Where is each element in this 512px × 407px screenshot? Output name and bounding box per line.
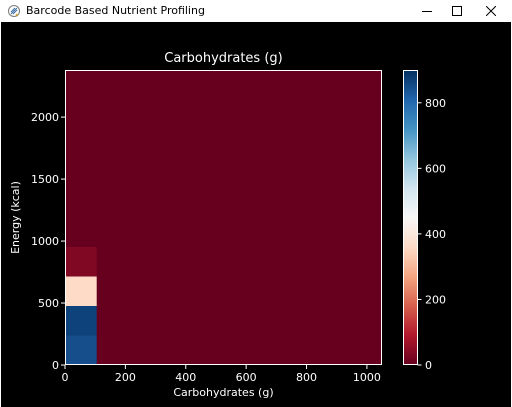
axis-ticks: 0 200 400 600 800 1000 0 500 1000 1500 2000	[31, 111, 381, 384]
maximize-button[interactable]	[440, 0, 474, 22]
x-tick-label: 200	[115, 371, 136, 384]
y-tick-label: 0	[52, 359, 59, 372]
x-tick-label: 600	[236, 371, 257, 384]
colorbar	[403, 70, 418, 365]
plot-frame	[65, 70, 382, 365]
colorbar-ticks: 0 200 400 600 800	[417, 97, 446, 372]
y-tick-label: 500	[38, 297, 59, 310]
title-bar: Barcode Based Nutrient Profiling	[0, 0, 512, 22]
close-button[interactable]	[474, 0, 508, 22]
x-tick-label: 400	[175, 371, 196, 384]
colorbar-tick-label: 600	[425, 162, 446, 175]
colorbar-tick-label: 800	[425, 97, 446, 110]
close-icon	[486, 6, 496, 16]
colorbar-tick-label: 200	[425, 293, 446, 306]
minimize-icon	[422, 11, 432, 12]
x-tick-label: 800	[296, 371, 317, 384]
colorbar-tick-label: 0	[425, 359, 432, 372]
y-tick-label: 2000	[31, 111, 59, 124]
x-tick-label: 0	[62, 371, 69, 384]
heatmap-cell	[65, 306, 97, 336]
y-tick-label: 1000	[31, 235, 59, 248]
maximize-icon	[452, 6, 462, 16]
python-feather-icon	[8, 5, 20, 17]
chart-title: Carbohydrates (g)	[164, 51, 283, 66]
y-tick-label: 1500	[31, 173, 59, 186]
x-tick-label: 1000	[353, 371, 381, 384]
heatmap-cell	[65, 247, 97, 277]
heatmap-cell	[65, 335, 97, 365]
colorbar-tick-label: 400	[425, 228, 446, 241]
figure-canvas: 0 200 400 600 800 1000 0 500 1000 1500 2000 Carboh…	[1, 22, 511, 407]
y-axis-label: Energy (kcal)	[9, 181, 22, 254]
x-axis-label: Carbohydrates (g)	[173, 386, 273, 399]
window-title: Barcode Based Nutrient Profiling	[26, 4, 205, 17]
minimize-button[interactable]	[410, 0, 444, 22]
heatmap-cell	[65, 276, 97, 306]
heatmap-background-cell	[65, 70, 382, 365]
heatmap-cells	[65, 70, 382, 365]
